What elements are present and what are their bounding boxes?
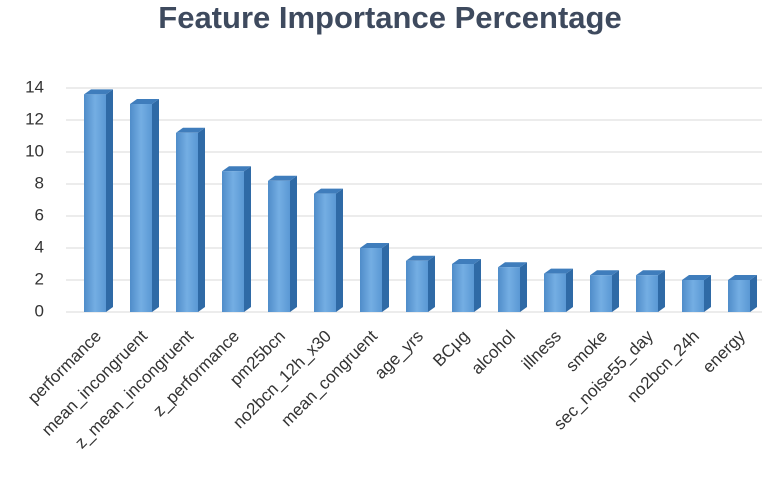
chart-title: Feature Importance Percentage (158, 0, 621, 35)
bar-top (314, 188, 343, 194)
x-tick-label: age_yrs (371, 327, 427, 383)
bar-side (106, 89, 113, 313)
bar-top (176, 127, 205, 133)
bar-top (728, 275, 757, 280)
bar-side (428, 255, 435, 312)
bar (268, 180, 290, 312)
bar-side (336, 188, 343, 312)
bar-side (244, 166, 251, 312)
bar (498, 267, 520, 312)
bar-top (84, 89, 113, 95)
x-tick-label: BCμg (429, 327, 473, 371)
y-tick-label: 12 (25, 109, 44, 128)
bar-side (152, 99, 159, 312)
bar (314, 193, 336, 312)
bar (682, 280, 704, 312)
bar (728, 280, 750, 312)
bar-side (750, 275, 757, 312)
bar (84, 94, 106, 313)
bar-top (636, 270, 665, 276)
bar-side (566, 268, 573, 312)
bar-top (682, 275, 711, 280)
bar-side (612, 270, 619, 312)
x-tick-label: energy (699, 326, 750, 377)
bar (130, 104, 152, 312)
bar (360, 248, 382, 312)
bar (176, 132, 198, 312)
bar (452, 264, 474, 312)
bar-side (474, 259, 481, 312)
x-tick-label: illness (518, 327, 565, 374)
bar (590, 275, 612, 312)
bar-top (130, 99, 159, 104)
bar-side (290, 175, 297, 312)
y-tick-label: 0 (35, 301, 44, 320)
bar-top (544, 268, 573, 274)
y-tick-label: 6 (35, 205, 44, 224)
bar-side (382, 243, 389, 312)
y-tick-label: 4 (35, 237, 44, 256)
bar-top (406, 255, 435, 261)
bar-top (452, 259, 481, 264)
bar (406, 260, 428, 312)
y-tick-label: 14 (25, 77, 44, 96)
bar (222, 171, 244, 312)
bar-top (590, 270, 619, 276)
y-tick-label: 2 (35, 269, 44, 288)
y-tick-label: 8 (35, 173, 44, 192)
bar (544, 273, 566, 312)
x-tick-label: alcohol (467, 327, 519, 379)
bar (636, 275, 658, 312)
bar-side (658, 270, 665, 312)
bar-side (704, 275, 711, 312)
bar-top (268, 175, 297, 181)
bar-top (222, 166, 251, 172)
bar-top (498, 262, 527, 268)
bar-top (360, 243, 389, 248)
bar-side (520, 262, 527, 312)
bar-side (198, 127, 205, 312)
y-tick-label: 10 (25, 141, 44, 160)
